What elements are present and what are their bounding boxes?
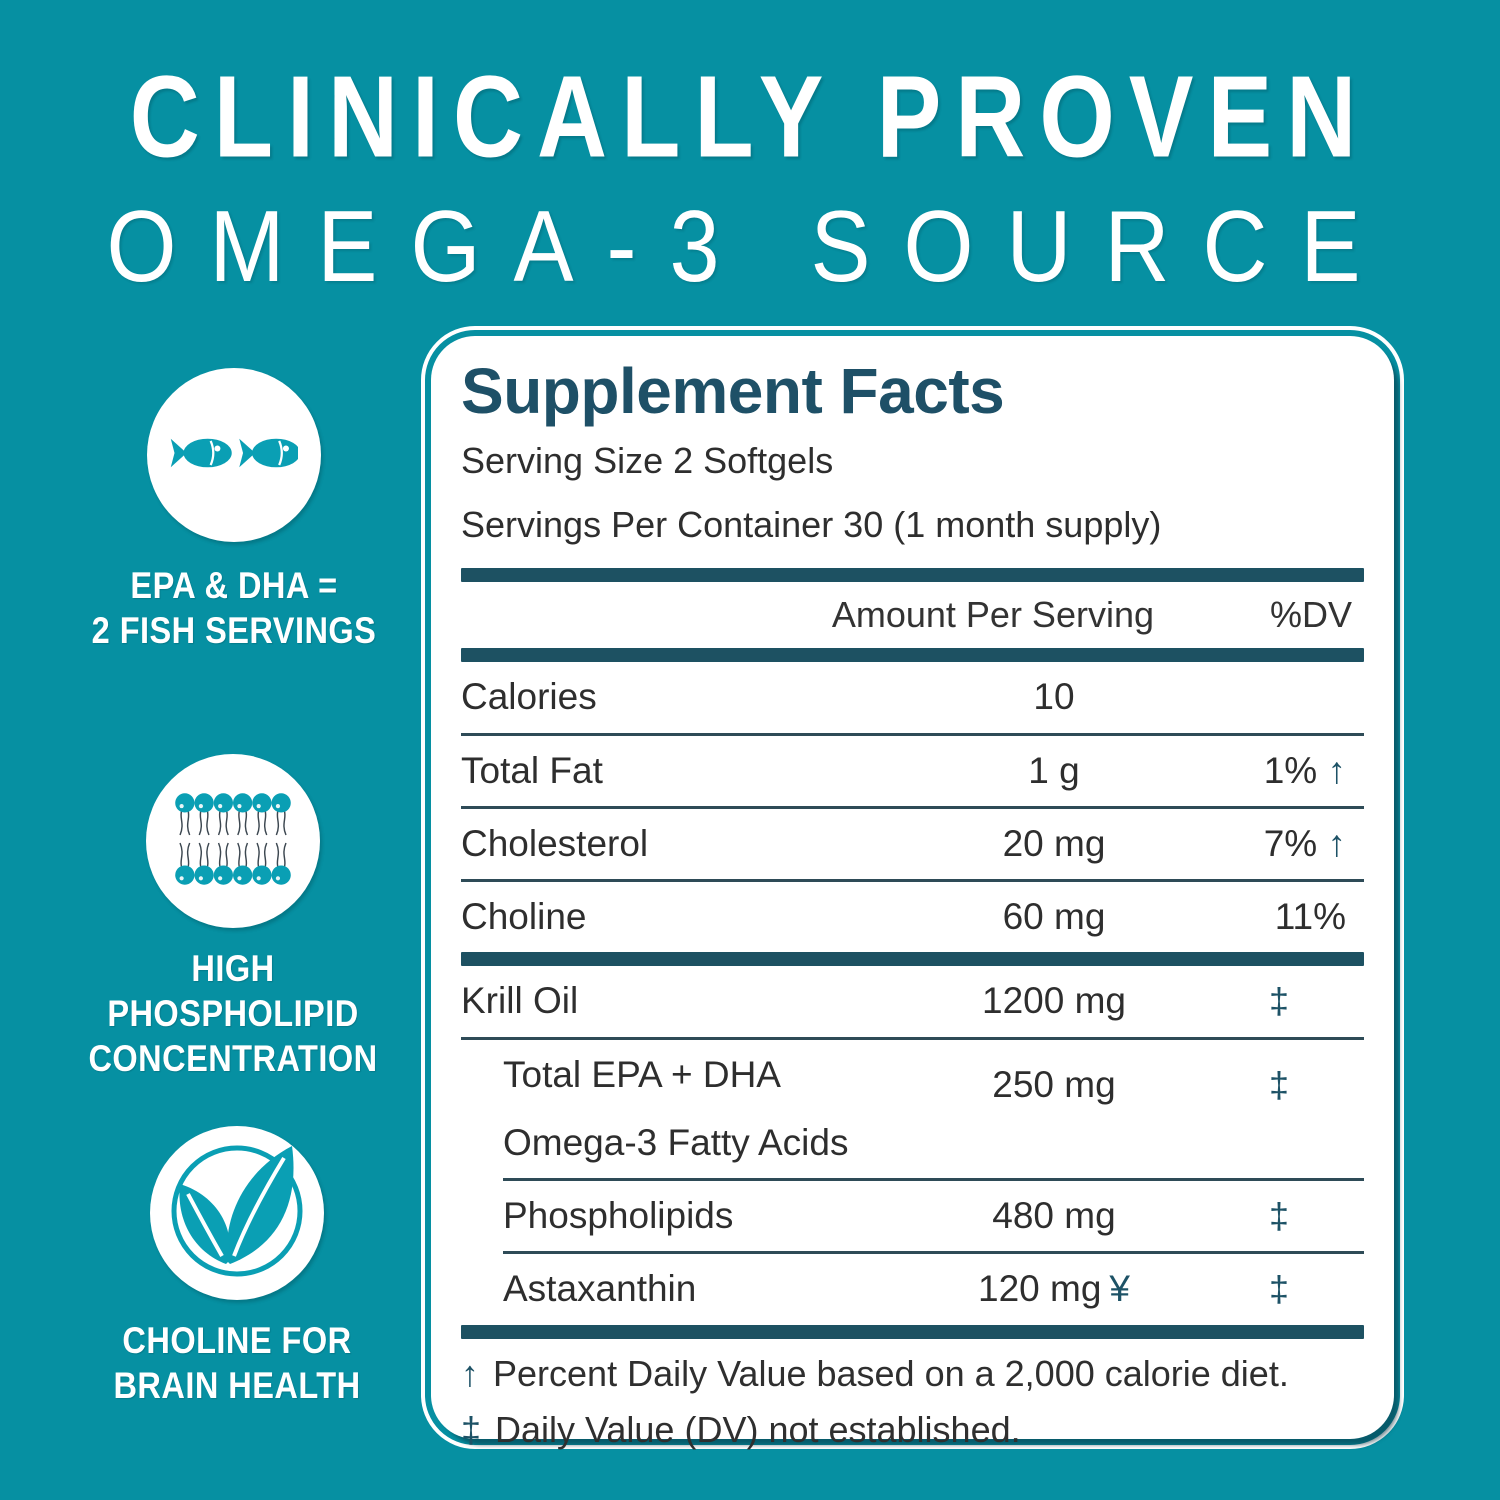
feature-caption-phospholipid: HIGH PHOSPHOLIPID CONCENTRATION <box>75 946 392 1081</box>
nutrient-amount: 120 mg ¥ <box>884 1266 1194 1312</box>
nutrient-amount: 20 mg <box>1002 822 1106 864</box>
nutrient-name: Phospholipids <box>503 1195 734 1237</box>
nutrient-name: Total Fat <box>461 749 603 791</box>
row-separator <box>461 879 1364 883</box>
divider-bar <box>461 952 1364 967</box>
table-row-calories: Calories 10 <box>461 662 1364 732</box>
table-row-total-fat: Total Fat 1 g 1% ↑ <box>461 736 1364 806</box>
nutrient-name: Total EPA + DHA Omega-3 Fatty Acids <box>461 1052 884 1167</box>
footnotes: ↑ Percent Daily Value based on a 2,000 c… <box>461 1353 1364 1451</box>
feature-caption-fish-line1: EPA & DHA = <box>130 565 338 606</box>
nutrient-dv: 7% ↑ <box>1194 821 1364 867</box>
nutrient-name: Cholesterol <box>461 822 649 864</box>
nutrient-amount: 10 <box>1033 676 1075 718</box>
nutrient-amount: 1200 mg <box>982 980 1126 1022</box>
servings-per-container: Servings Per Container 30 (1 month suppl… <box>461 504 1162 546</box>
footnote-text: Percent Daily Value based on a 2,000 cal… <box>493 1352 1289 1394</box>
nutrient-dv: 11% <box>1274 896 1346 938</box>
up-arrow-icon: ↑ <box>1327 749 1347 791</box>
feature-caption-leaves-line2: BRAIN HEALTH <box>113 1365 361 1407</box>
feature-caption-phospholipid-line1: HIGH PHOSPHOLIPID <box>107 948 359 1035</box>
nutrient-dv: ‡ <box>1268 1268 1290 1310</box>
nutrient-name: Krill Oil <box>461 980 579 1022</box>
divider-bar <box>461 1324 1364 1339</box>
feature-caption-fish: EPA & DHA = 2 FISH SERVINGS <box>76 563 393 653</box>
table-row-krill-oil: Krill Oil 1200 mg ‡ <box>461 966 1364 1036</box>
row-separator <box>461 732 1364 736</box>
nutrient-dv: ‡ <box>1268 1063 1290 1105</box>
nutrient-name: Choline <box>461 896 587 938</box>
nutrient-dv: ‡ <box>1268 1195 1290 1237</box>
nutrient-amount: 60 mg <box>1002 896 1106 938</box>
dv-value: 7% <box>1263 822 1318 864</box>
nutrient-amount-value: 120 mg <box>978 1268 1102 1310</box>
double-dagger-icon: ‡ <box>461 1408 482 1450</box>
footnote-daily-value: ↑ Percent Daily Value based on a 2,000 c… <box>461 1353 1364 1395</box>
feature-circle-fish <box>147 368 321 542</box>
table-row-epa-dha: Total EPA + DHA Omega-3 Fatty Acids 250 … <box>461 1040 1364 1179</box>
supplement-facts-card: Supplement Facts Serving Size 2 Softgels… <box>431 336 1394 1450</box>
nutrient-name: Astaxanthin <box>503 1268 697 1310</box>
footnote-text: Daily Value (DV) not established. <box>495 1408 1021 1450</box>
nutrient-name-line1: Total EPA + DHA <box>503 1053 781 1095</box>
page-title: CLINICALLY PROVEN OMEGA-3 SOURCE <box>0 50 1500 298</box>
supplement-facts-title: Supplement Facts <box>461 355 1005 427</box>
table-row-phospholipids: Phospholipids 480 mg ‡ <box>461 1181 1364 1251</box>
title-line-2: OMEGA-3 SOURCE <box>106 191 1394 304</box>
title-line-1: CLINICALLY PROVEN <box>129 50 1371 182</box>
table-row-cholesterol: Cholesterol 20 mg 7% ↑ <box>461 809 1364 879</box>
nutrient-name-line2: Omega-3 Fatty Acids <box>503 1121 849 1163</box>
footnote-dv-not-established: ‡ Daily Value (DV) not established. <box>461 1409 1364 1451</box>
feature-caption-fish-line2: 2 FISH SERVINGS <box>91 610 377 652</box>
nutrient-amount: 1 g <box>1028 749 1080 791</box>
dv-value: 1% <box>1263 749 1318 791</box>
feature-caption-leaves-line1: CHOLINE FOR <box>122 1320 352 1361</box>
two-fish-icon <box>170 427 301 484</box>
feature-circle-leaves <box>150 1126 324 1300</box>
up-arrow-icon: ↑ <box>1327 822 1347 864</box>
table-row-choline: Choline 60 mg 11% <box>461 882 1364 952</box>
table-header-row: Amount Per Serving %DV <box>461 582 1364 648</box>
row-separator <box>503 1178 1364 1182</box>
row-separator <box>461 1036 1364 1040</box>
serving-size: Serving Size 2 Softgels <box>461 440 834 482</box>
divider-bar <box>461 648 1364 663</box>
feature-circle-phospholipid <box>146 754 320 928</box>
feature-caption-leaves: CHOLINE FOR BRAIN HEALTH <box>79 1318 396 1408</box>
nutrient-dv: 1% ↑ <box>1194 748 1364 794</box>
amount-column-header: Amount Per Serving <box>831 594 1154 636</box>
feature-caption-phospholipid-line2: CONCENTRATION <box>88 1038 378 1080</box>
table-row-astaxanthin: Astaxanthin 120 mg ¥ ‡ <box>461 1254 1364 1324</box>
nutrient-amount: 480 mg <box>992 1195 1116 1237</box>
divider-bar <box>461 568 1364 583</box>
nutrient-dv: ‡ <box>1268 980 1290 1022</box>
up-arrow-icon: ↑ <box>461 1352 479 1394</box>
row-separator <box>503 1251 1364 1255</box>
dv-column-header: %DV <box>1269 594 1352 636</box>
phospholipid-bilayer-icon <box>172 791 294 892</box>
row-separator <box>461 805 1364 809</box>
leaves-icon <box>150 1124 324 1303</box>
yen-symbol: ¥ <box>1109 1268 1130 1310</box>
supplement-facts-panel: Supplement Facts Serving Size 2 Softgels… <box>421 326 1404 1450</box>
nutrient-amount: 250 mg <box>992 1063 1116 1105</box>
nutrient-name: Calories <box>461 676 597 718</box>
